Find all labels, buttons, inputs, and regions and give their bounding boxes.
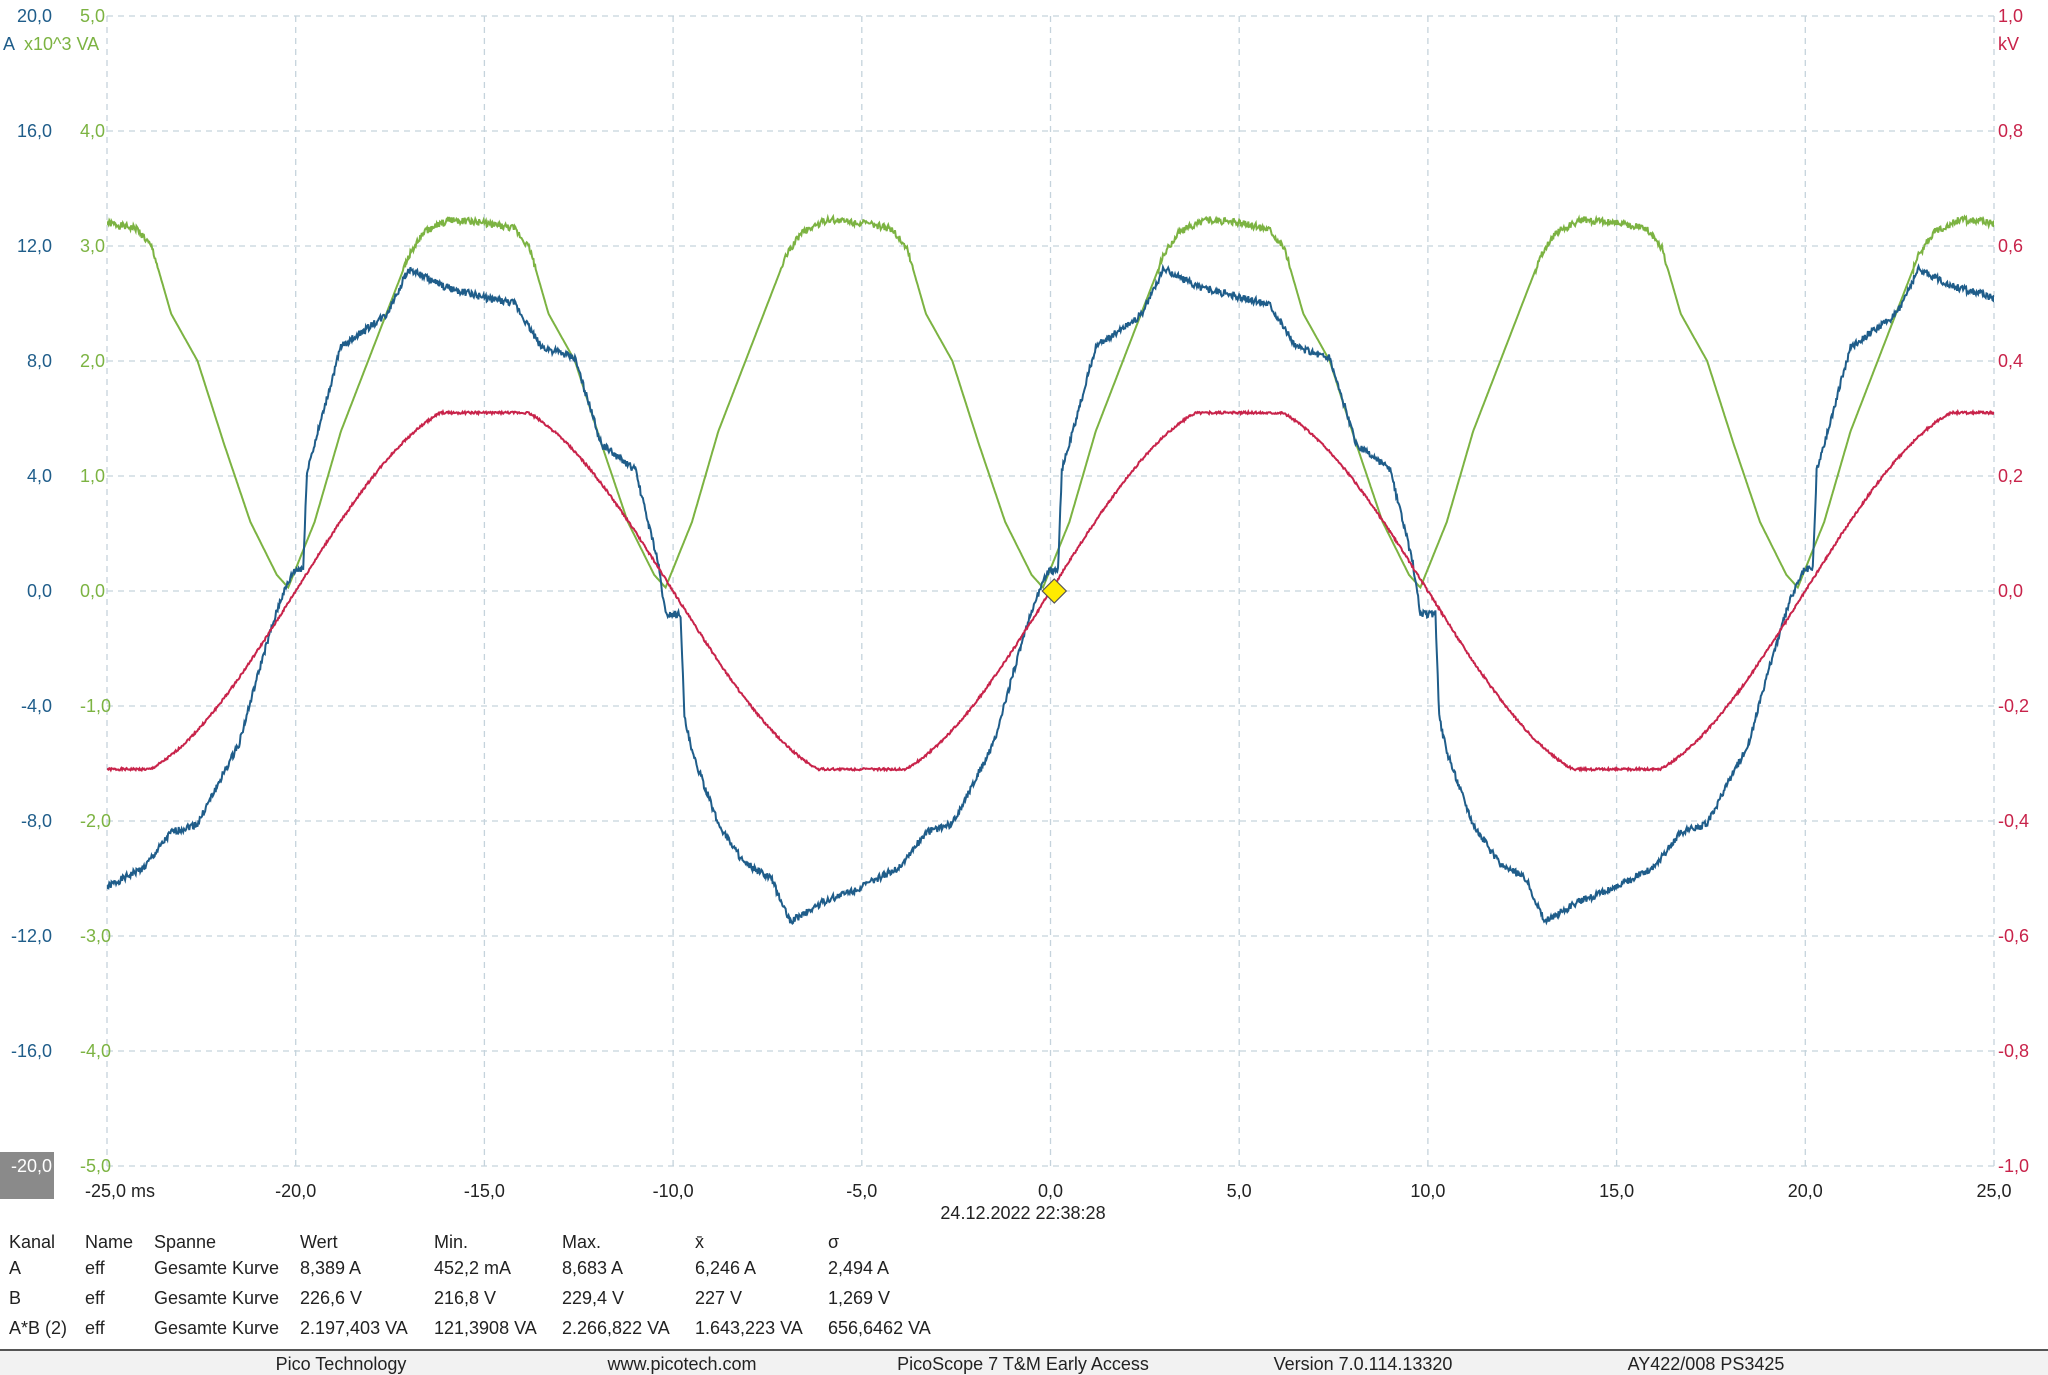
footer-website[interactable]: www.picotech.com	[607, 1354, 757, 1374]
voltage-axis-unit: kV	[1998, 34, 2019, 54]
time-axis-tick-label: -15,0	[464, 1181, 505, 1200]
table-cell: 452,2 mA	[434, 1258, 512, 1278]
current-axis-tick-label: -16,0	[11, 1041, 52, 1061]
status-footer: Pico Technology www.picotech.com PicoSco…	[0, 1349, 2048, 1375]
table-header: Spanne	[154, 1232, 217, 1252]
table-cell: 121,3908 VA	[434, 1318, 537, 1338]
current-axis-tick-label: -4,0	[21, 696, 52, 716]
table-cell: Gesamte Kurve	[154, 1318, 280, 1338]
voltage-axis-tick-label: 0,0	[1998, 581, 2023, 601]
current-axis-tick-label: 4,0	[27, 466, 52, 486]
voltage-axis-tick-label: 0,6	[1998, 236, 2023, 256]
time-axis-tick-label: -20,0	[275, 1181, 316, 1200]
table-cell: 216,8 V	[434, 1288, 497, 1308]
power-axis-tick-label: -3,0	[80, 926, 111, 946]
power-axis-unit: x10^3 VA	[24, 34, 99, 54]
table-header: Name	[85, 1232, 134, 1252]
power-axis-tick-label: -2,0	[80, 811, 111, 831]
trigger-marker[interactable]	[1041, 578, 1068, 604]
time-axis-tick-label: 25,0	[1976, 1181, 2011, 1200]
power-axis-tick-label: 4,0	[80, 121, 105, 141]
table-cell: 229,4 V	[562, 1288, 625, 1308]
power-axis-tick-label: 3,0	[80, 236, 105, 256]
power-axis-tick-label: 0,0	[80, 581, 105, 601]
axis-range-selection[interactable]	[0, 1152, 54, 1199]
power-axis-tick-label: 5,0	[80, 6, 105, 26]
table-cell: 2.197,403 VA	[300, 1318, 408, 1338]
table-cell: 226,6 V	[300, 1288, 363, 1308]
time-axis-tick-label: 10,0	[1410, 1181, 1445, 1200]
footer-company: Pico Technology	[275, 1354, 407, 1374]
voltage-axis-tick-label: -0,8	[1998, 1041, 2029, 1061]
table-cell: 1,269 V	[828, 1288, 891, 1308]
voltage-axis-tick-label: -1,0	[1998, 1156, 2029, 1176]
table-cell: eff	[85, 1288, 105, 1308]
table-cell: 656,6462 VA	[828, 1318, 931, 1338]
current-axis-tick-label: -8,0	[21, 811, 52, 831]
current-axis-tick-label: 16,0	[17, 121, 52, 141]
scope-plot[interactable]: 20,0 16,0 12,0 8,0 4,0 0,0 -4,0 -8,0 -12,0 -16,0 -…	[0, 0, 2048, 1200]
table-header: Max.	[562, 1232, 602, 1252]
current-axis-tick-label: 20,0	[17, 6, 52, 26]
voltage-axis-tick-label: -0,4	[1998, 811, 2029, 831]
capture-timestamp: 24.12.2022 22:38:28	[940, 1203, 1106, 1223]
table-header: Wert	[300, 1232, 338, 1252]
voltage-axis-tick-label: 0,4	[1998, 351, 2023, 371]
current-axis-tick-label: -12,0	[11, 926, 52, 946]
time-axis-tick-label: 20,0	[1788, 1181, 1823, 1200]
voltage-axis-tick-label: 0,2	[1998, 466, 2023, 486]
time-axis-tick-label: 15,0	[1599, 1181, 1634, 1200]
current-axis-tick-label: 0,0	[27, 581, 52, 601]
voltage-axis-tick-label: 1,0	[1998, 6, 2023, 26]
table-header: x̄	[695, 1232, 704, 1252]
current-axis-unit: A	[3, 34, 15, 54]
table-cell: 8,389 A	[300, 1258, 362, 1278]
power-axis-tick-label: -1,0	[80, 696, 111, 716]
time-axis-tick-label: 0,0	[1038, 1181, 1063, 1200]
table-header: Kanal	[9, 1232, 56, 1252]
table-cell: 6,246 A	[695, 1258, 757, 1278]
voltage-axis-tick-label: -0,6	[1998, 926, 2029, 946]
table-cell: 8,683 A	[562, 1258, 624, 1278]
table-cell: A	[9, 1258, 22, 1278]
table-cell: Gesamte Kurve	[154, 1288, 280, 1308]
table-cell: 227 V	[695, 1288, 743, 1308]
table-cell: 2,494 A	[828, 1258, 890, 1278]
time-axis-tick-label: 5,0	[1227, 1181, 1252, 1200]
table-cell: 1.643,223 VA	[695, 1318, 803, 1338]
table-header: σ	[828, 1232, 840, 1252]
table-cell: 2.266,822 VA	[562, 1318, 670, 1338]
table-cell: Gesamte Kurve	[154, 1258, 280, 1278]
table-header: Min.	[434, 1232, 469, 1252]
voltage-axis-tick-label: 0,8	[1998, 121, 2023, 141]
time-axis-tick-label: -5,0	[846, 1181, 877, 1200]
power-axis-tick-label: 1,0	[80, 466, 105, 486]
footer-product: PicoScope 7 T&M Early Access	[897, 1354, 1149, 1374]
current-axis-tick-label: 8,0	[27, 351, 52, 371]
current-axis-tick-label: 12,0	[17, 236, 52, 256]
current-trace-a	[107, 263, 1994, 926]
table-cell: A*B (2)	[9, 1318, 68, 1338]
table-cell: eff	[85, 1258, 105, 1278]
table-cell: B	[9, 1288, 22, 1308]
table-cell: eff	[85, 1318, 105, 1338]
power-axis-tick-label: -4,0	[80, 1041, 111, 1061]
voltage-axis-tick-label: -0,2	[1998, 696, 2029, 716]
time-axis-tick-label: -10,0	[653, 1181, 694, 1200]
current-axis-tick-label: -20,0	[11, 1156, 52, 1176]
power-axis-tick-label: -5,0	[80, 1156, 111, 1176]
time-axis-tick-label: -25,0 ms	[85, 1181, 155, 1200]
footer-device: AY422/008 PS3425	[1627, 1354, 1785, 1374]
power-axis-tick-label: 2,0	[80, 351, 105, 371]
footer-version: Version 7.0.114.13320	[1273, 1354, 1453, 1374]
